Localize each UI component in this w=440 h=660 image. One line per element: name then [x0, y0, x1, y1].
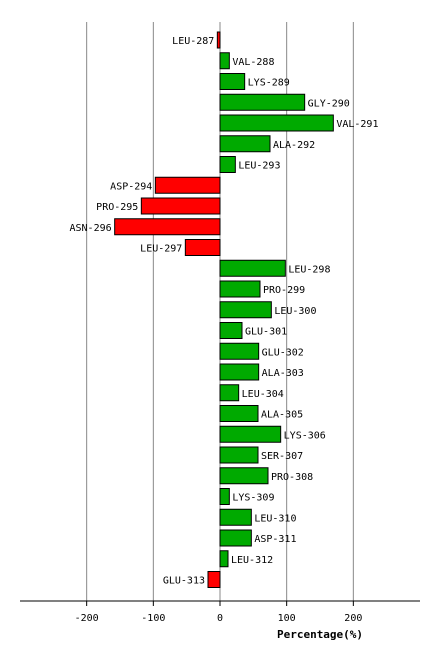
- bar: [216, 31, 221, 49]
- bar-label: LEU-297: [140, 244, 182, 255]
- bar: [219, 156, 236, 173]
- x-tick-label: 100: [278, 613, 296, 624]
- bar-label: SER-307: [261, 451, 303, 462]
- bar-label: PRO-295: [96, 202, 138, 213]
- bar-label: LYS-306: [284, 430, 326, 441]
- bar: [219, 322, 243, 339]
- bar: [114, 218, 221, 236]
- x-tick-label: -200: [75, 613, 99, 624]
- bar-label: LEU-293: [238, 161, 280, 172]
- bar: [184, 239, 221, 256]
- bar: [219, 52, 230, 70]
- bar: [219, 73, 246, 90]
- bar-label: VAL-288: [232, 57, 274, 68]
- x-tick-label: 0: [217, 613, 223, 624]
- x-axis-ticks: -200 -100 0 100 200: [75, 601, 362, 624]
- x-tick-label: 200: [344, 613, 362, 624]
- bar-label: LEU-312: [231, 555, 273, 566]
- bar-label: PRO-308: [271, 472, 313, 483]
- bar: [207, 571, 221, 588]
- bar: [219, 550, 229, 568]
- bar-label: LYS-309: [232, 493, 274, 504]
- bar-label: ASP-311: [254, 534, 296, 545]
- x-tick-label: -100: [141, 613, 165, 624]
- bar: [219, 114, 334, 132]
- bars-group: LEU-287 VAL-288 LYS-289 GLY-290 VAL-291 ALA-2…: [70, 31, 378, 588]
- bar-label: ALA-303: [262, 368, 304, 379]
- bar: [219, 467, 269, 485]
- bar: [219, 529, 252, 547]
- bar-label: GLY-290: [308, 98, 350, 109]
- bar-label: PRO-299: [263, 285, 305, 296]
- bar: [219, 425, 282, 443]
- bar-label: GLU-313: [163, 576, 205, 587]
- bar-label: GLU-302: [262, 347, 304, 358]
- bar: [219, 488, 230, 505]
- bar-label: VAL-291: [336, 119, 378, 130]
- bar: [219, 93, 306, 111]
- bar: [140, 197, 221, 215]
- bar: [219, 446, 259, 464]
- bar-label: LEU-304: [242, 389, 284, 400]
- bar-label: LEU-298: [288, 264, 330, 275]
- bar: [219, 405, 259, 422]
- bar: [219, 135, 271, 153]
- bar-label: LEU-287: [172, 36, 214, 47]
- bar: [219, 384, 240, 402]
- bar-label: ASP-294: [110, 181, 152, 192]
- bar: [219, 342, 260, 360]
- bar: [219, 301, 272, 319]
- bar-label: LYS-289: [248, 78, 290, 89]
- bar: [154, 176, 221, 194]
- bar: [219, 508, 252, 526]
- bar-label: LEU-300: [274, 306, 316, 317]
- x-axis-title: Percentage(%): [277, 628, 363, 641]
- bar-label: ALA-305: [261, 410, 303, 421]
- bar-label: ALA-292: [273, 140, 315, 151]
- bar-label: LEU-310: [254, 513, 296, 524]
- bar: [219, 259, 286, 277]
- bar: [219, 363, 260, 381]
- bar-label: GLU-301: [245, 327, 287, 338]
- bar-label: ASN-296: [70, 223, 112, 234]
- bar: [219, 280, 261, 298]
